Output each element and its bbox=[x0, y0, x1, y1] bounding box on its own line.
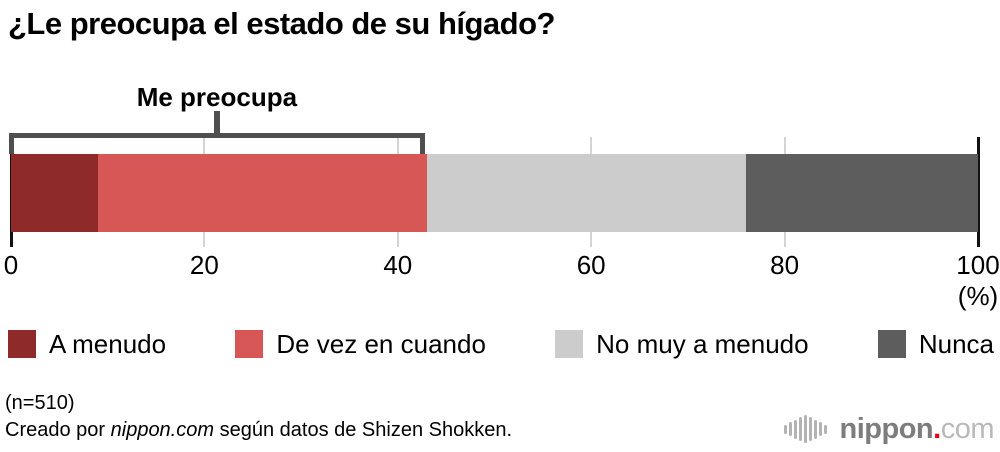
legend-item-no-muy-a-menudo: No muy a menudo bbox=[555, 328, 809, 360]
logo-wordmark: nippon.com bbox=[840, 413, 995, 446]
legend-label: Nunca bbox=[918, 328, 994, 359]
legend-item-nunca: Nunca bbox=[877, 328, 994, 360]
bar-segment-nunca bbox=[745, 154, 978, 232]
x-tick-label: 80 bbox=[770, 250, 800, 280]
legend-swatch bbox=[8, 330, 36, 358]
legend-swatch bbox=[235, 330, 264, 358]
x-tick-label: 0 bbox=[3, 250, 19, 280]
legend-label: No muy a menudo bbox=[596, 328, 809, 359]
soundwave-logo-icon bbox=[783, 415, 829, 443]
credit-suffix: según datos de Shizen Shokken. bbox=[214, 419, 513, 441]
nippon-logo: nippon.com bbox=[783, 410, 995, 448]
credit-note: Creado por nippon.com según datos de Shi… bbox=[5, 419, 512, 442]
legend-item-de-vez-en-cuando: De vez en cuando bbox=[235, 329, 486, 360]
logo-tld: com bbox=[940, 412, 995, 445]
x-axis-unit-label: (%) bbox=[957, 281, 999, 311]
legend-item-a-menudo: A menudo bbox=[8, 329, 166, 360]
annotation-bracket bbox=[9, 133, 425, 154]
x-tick-label: 20 bbox=[189, 250, 219, 280]
x-axis-tick-labels: 0 20 40 60 80 100 bbox=[4, 250, 1000, 280]
x-tick-label: 60 bbox=[576, 250, 606, 280]
legend-swatch bbox=[555, 330, 584, 358]
bar-segment-de-vez-en-cuando bbox=[98, 154, 427, 232]
credit-source: nippon.com bbox=[110, 419, 215, 441]
bar-segment-no-muy-a-menudo bbox=[426, 154, 746, 232]
logo-name: nippon bbox=[839, 412, 934, 445]
bar-track bbox=[11, 154, 978, 232]
legend-label: A menudo bbox=[49, 328, 167, 359]
axis-boundary-line bbox=[976, 137, 980, 247]
legend-label: De vez en cuando bbox=[276, 328, 486, 359]
x-tick-label: 40 bbox=[383, 250, 413, 280]
legend: A menudo De vez en cuando No muy a menudo N… bbox=[8, 328, 994, 360]
sample-size-note: (n=510) bbox=[5, 392, 75, 414]
page-title: ¿Le preocupa el estado de su hígado? bbox=[8, 6, 555, 41]
credit-prefix: Creado por bbox=[5, 419, 111, 441]
bar-segment-a-menudo bbox=[11, 154, 99, 232]
legend-swatch bbox=[877, 330, 906, 358]
annotation-label: Me preocupa bbox=[136, 82, 298, 112]
x-tick-label: 100 bbox=[956, 250, 1000, 280]
logo-dot: . bbox=[933, 412, 941, 445]
annotation-bracket-stem bbox=[213, 111, 220, 135]
